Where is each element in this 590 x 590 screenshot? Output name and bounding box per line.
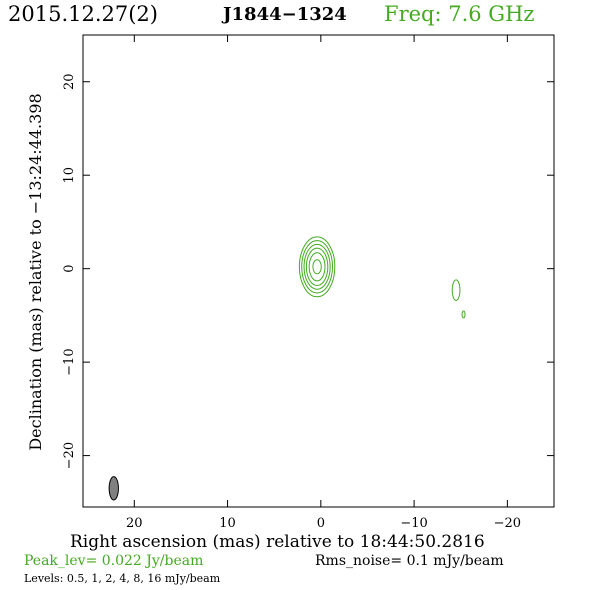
core-contour-3 — [303, 243, 331, 290]
y-tick-label: 20 — [62, 73, 77, 90]
core-contour-1 — [298, 236, 336, 298]
y-tick-label: −20 — [62, 442, 77, 469]
y-tick-label: −10 — [62, 348, 77, 375]
contour-levels: Levels: 0.5, 1, 2, 4, 8, 16 mJy/beam — [24, 572, 221, 585]
x-tick-label: −20 — [494, 516, 521, 531]
beam-group — [108, 476, 119, 501]
core-contour-6 — [312, 259, 322, 275]
y-tick-label: 10 — [62, 167, 77, 184]
y-tick-label: 0 — [62, 265, 77, 273]
x-axis-label: Right ascension (mas) relative to 18:44:… — [70, 532, 485, 552]
ticks-group: 20 10 0 −10 −20 20 10 0 −10 −20 — [62, 35, 554, 531]
core-contour-2 — [301, 240, 333, 294]
core-contour-4 — [305, 247, 329, 286]
plot-frame — [82, 34, 555, 508]
x-tick-label: −10 — [400, 516, 427, 531]
knot-east-small-contour-1 — [461, 310, 466, 319]
knot-east-contour-1 — [451, 279, 461, 301]
core-contour-5 — [308, 252, 326, 282]
frequency-label: Freq: 7.6 GHz — [384, 2, 535, 26]
peak-level: Peak_lev= 0.022 Jy/beam — [24, 553, 204, 569]
contours-group — [298, 236, 466, 319]
plot-frame-group — [82, 34, 555, 508]
rms-noise: Rms_noise= 0.1 mJy/beam — [315, 553, 504, 569]
x-tick-label: 10 — [219, 516, 236, 531]
x-tick-label: 0 — [317, 516, 325, 531]
observation-date: 2015.12.27(2) — [8, 2, 158, 26]
beam-ellipse — [108, 476, 119, 501]
source-name: J1844−1324 — [223, 4, 347, 25]
y-axis-label: Declination (mas) relative to −13:24:44.… — [26, 93, 45, 450]
x-tick-label: 20 — [126, 516, 143, 531]
